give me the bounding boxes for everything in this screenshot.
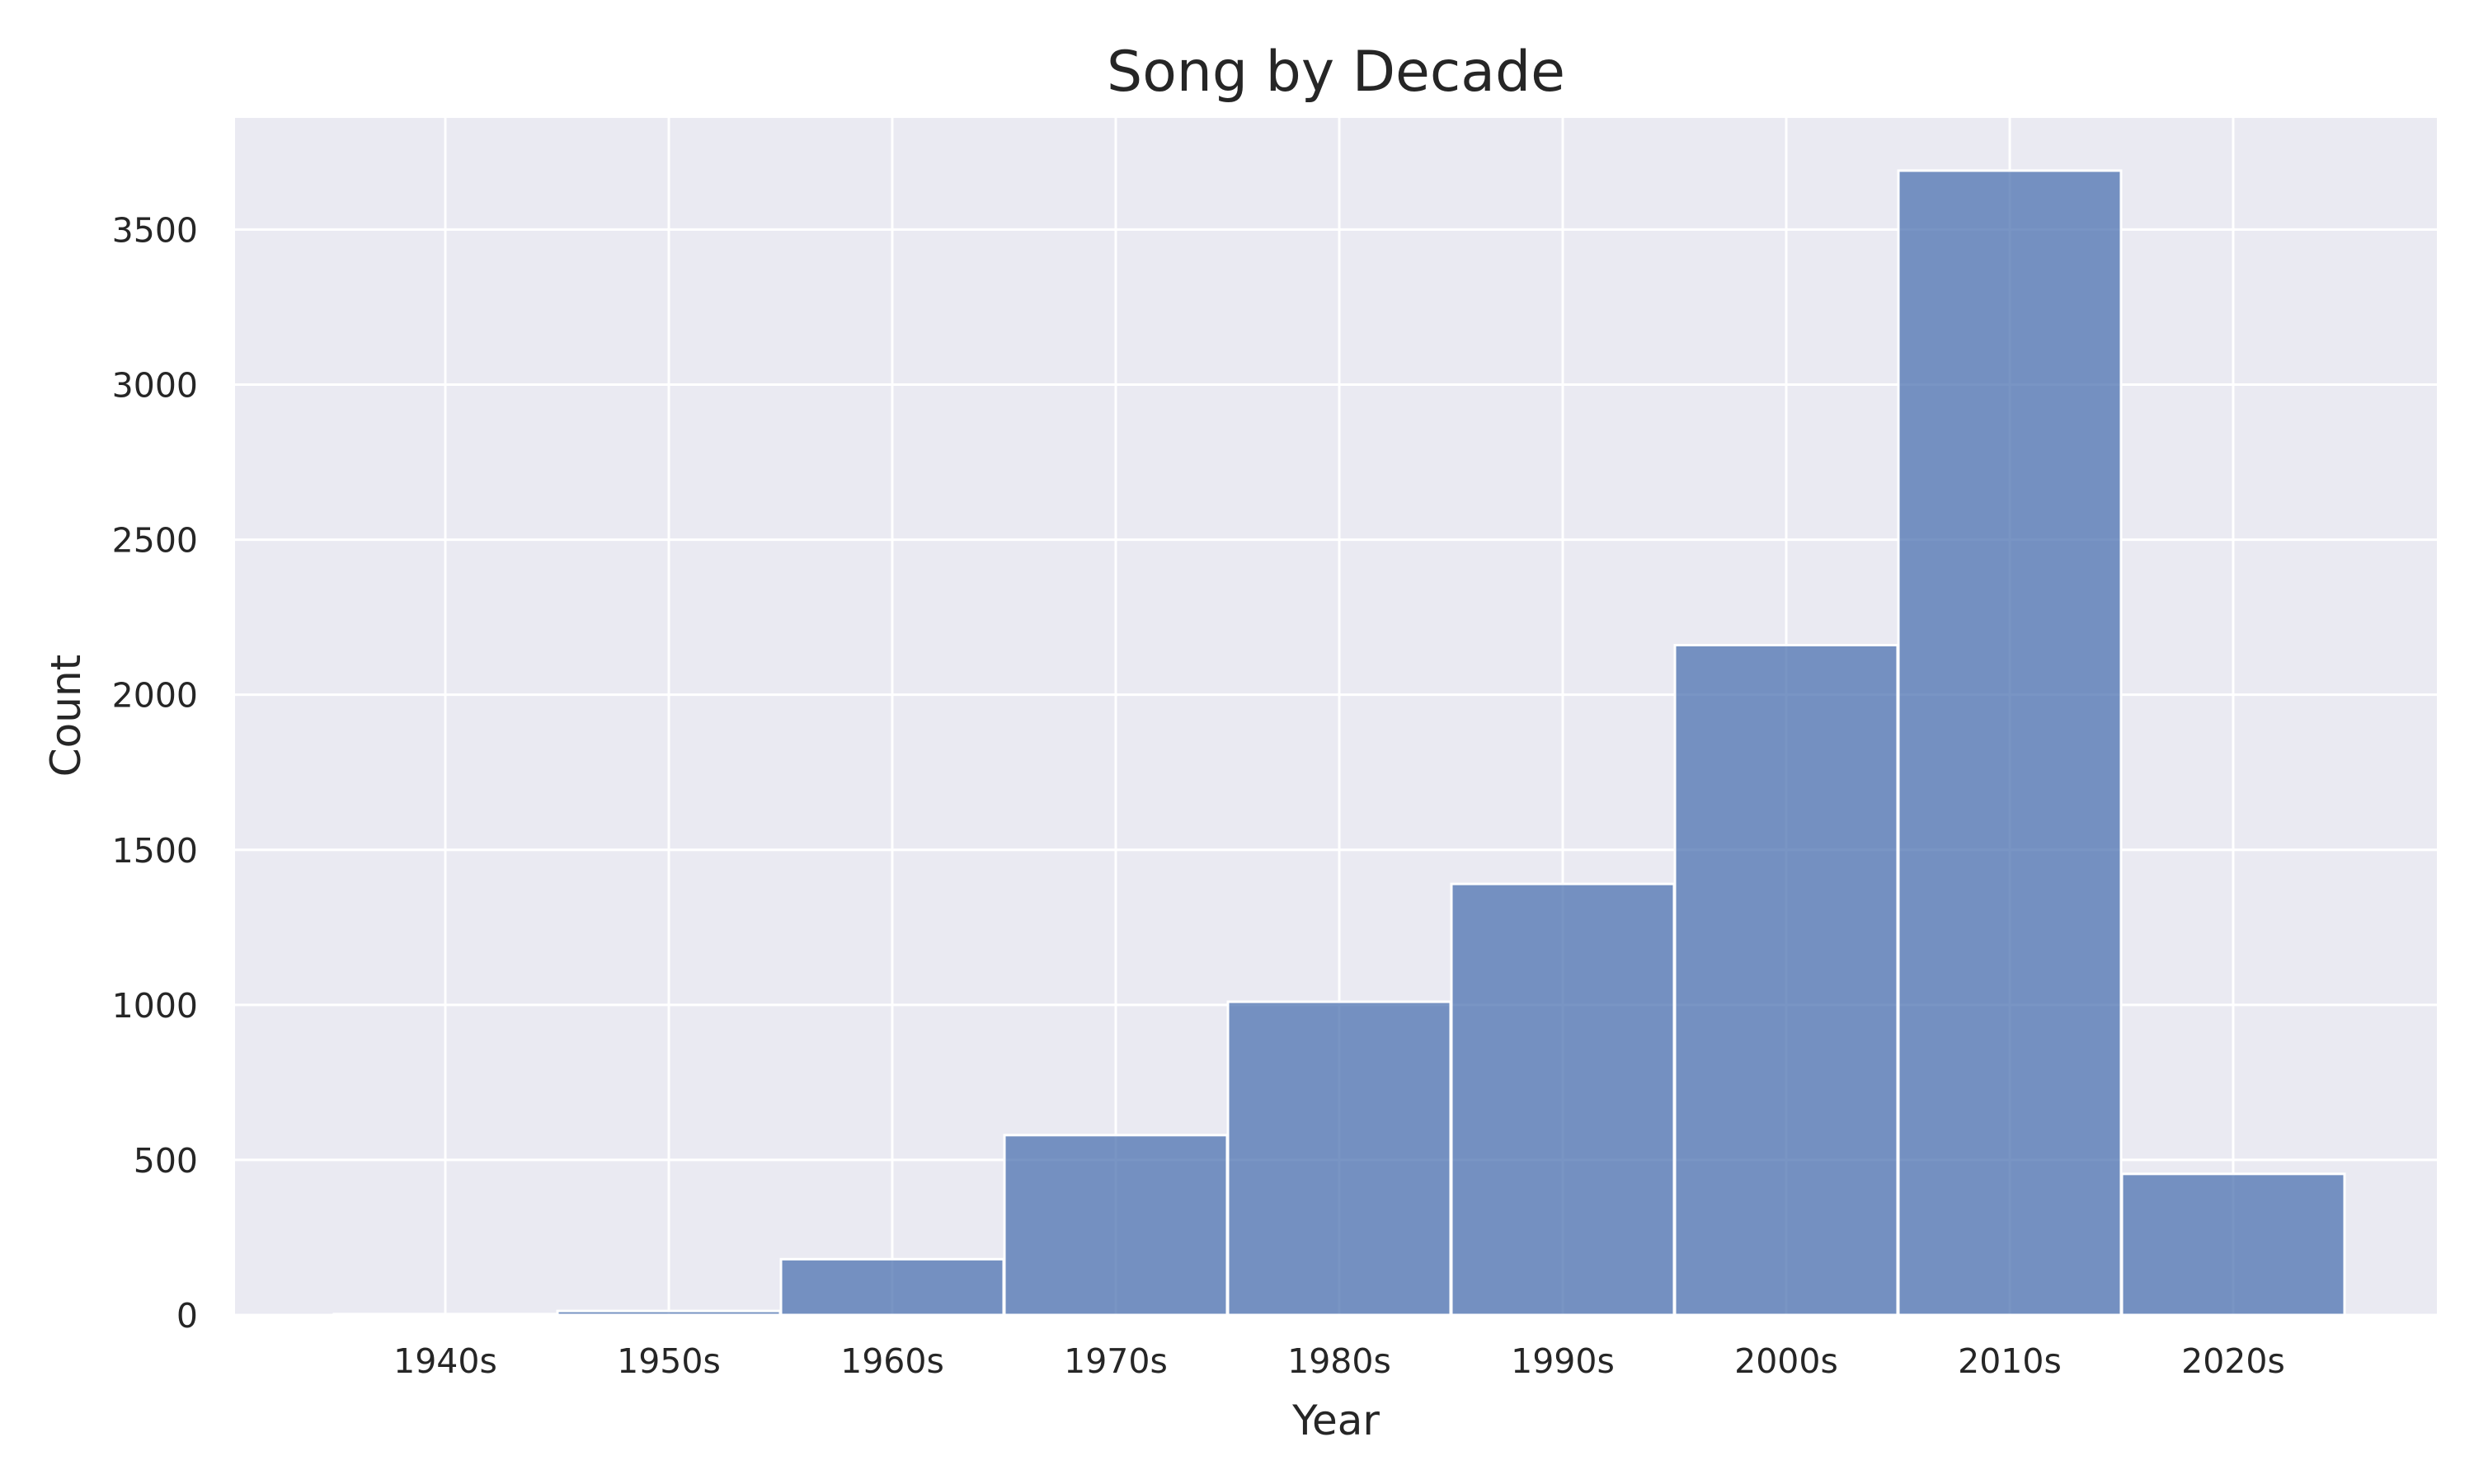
bar-1990s (1450, 882, 1676, 1317)
bar-2000s (1673, 643, 1899, 1317)
x-tick-label: 1970s (1064, 1341, 1168, 1381)
y-axis-label: Count (42, 655, 90, 777)
bar-2020s (2120, 1172, 2346, 1317)
x-axis-label: Year (1291, 1397, 1380, 1444)
bars (332, 169, 2346, 1317)
x-tick-label: 1950s (617, 1341, 721, 1381)
x-tick-label: 1980s (1287, 1341, 1391, 1381)
x-tick-label: 1960s (840, 1341, 944, 1381)
bar-1980s (1226, 1000, 1452, 1317)
y-tick-label: 3000 (112, 366, 198, 406)
y-tick-label: 2000 (112, 676, 198, 716)
y-tick-label: 1500 (112, 831, 198, 871)
x-tick-label: 1940s (393, 1341, 497, 1381)
x-tick-label: 1990s (1511, 1341, 1615, 1381)
bar-1960s (779, 1257, 1005, 1317)
y-tick-label: 1000 (112, 986, 198, 1026)
y-tick-label: 3500 (112, 210, 198, 250)
y-tick-labels: 0 500 1000 1500 2000 2500 3000 3500 (112, 210, 198, 1336)
x-tick-label: 2020s (2181, 1341, 2285, 1381)
bar-1970s (1003, 1134, 1229, 1317)
y-tick-label: 500 (134, 1141, 198, 1181)
x-tick-label: 2000s (1734, 1341, 1838, 1381)
y-tick-label: 2500 (112, 521, 198, 561)
bar-2010s (1897, 169, 2123, 1317)
bar-1950s (556, 1309, 782, 1317)
chart-title: Song by Decade (1107, 40, 1565, 105)
x-tick-label: 2010s (1958, 1341, 2062, 1381)
y-tick-label: 0 (176, 1296, 198, 1336)
bar-1940s (332, 1313, 558, 1317)
x-tick-labels: 1940s 1950s 1960s 1970s 1980s 1990s 2000s 2010s… (393, 1341, 2285, 1381)
